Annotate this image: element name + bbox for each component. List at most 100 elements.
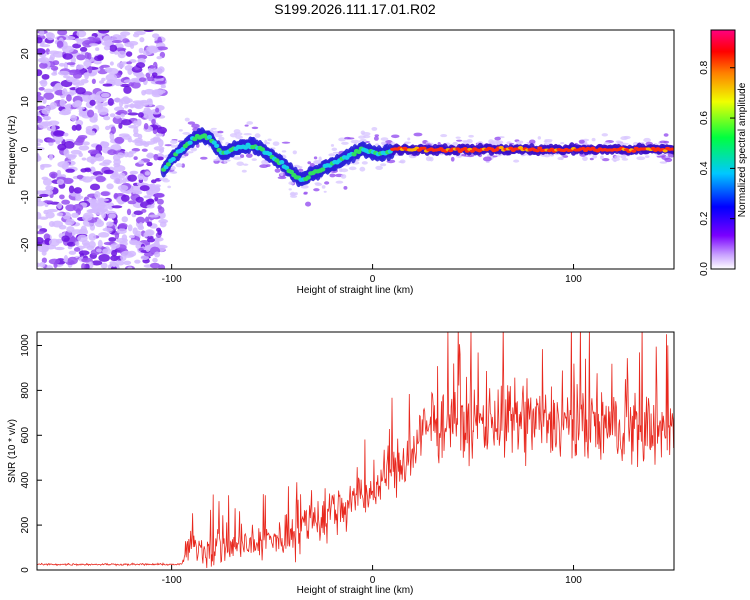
spectrogram-noise-blob — [89, 43, 99, 47]
spectrogram-ridge-core — [267, 151, 273, 157]
spectrogram-noise-blob — [154, 192, 165, 198]
spectrogram-noise-blob — [73, 140, 85, 146]
spectrogram-noise-blob — [120, 254, 127, 262]
spectrogram-scatter-blob — [300, 185, 309, 189]
spectrogram-noise-blob — [146, 237, 156, 243]
spectrogram-noise-blob — [91, 260, 103, 266]
spectrogram-noise-blob — [144, 88, 155, 95]
spectrogram-noise-blob — [78, 250, 90, 256]
spectrogram-noise-blob — [76, 174, 84, 180]
spectrogram-noise-blob — [43, 92, 55, 100]
spectrogram-noise-blob — [133, 210, 144, 216]
spectrogram-noise-blob — [128, 82, 135, 87]
spectrogram-noise-blob — [146, 221, 153, 227]
spectrogram-scatter-blob — [280, 172, 284, 177]
spectrogram-noise-blob — [37, 95, 44, 102]
spectrogram-noise-blob — [56, 169, 62, 176]
chart-title: S199.2026.111.17.01.R02 — [274, 1, 436, 17]
spectrogram-scatter-blob — [305, 201, 312, 207]
colorbar-tick-label: 0.0 — [699, 262, 710, 276]
spectrogram-scatter-blob — [363, 138, 367, 143]
spectrogram-scatter-blob — [267, 138, 272, 142]
spectrogram-noise-blob — [39, 44, 51, 48]
spectrogram-noise-blob — [128, 235, 135, 239]
spectrogram-scatter-blob — [582, 156, 588, 162]
spectrogram-scatter-blob — [375, 143, 379, 146]
spectrogram-noise-blob — [96, 218, 102, 225]
spectrogram-scatter-blob — [516, 140, 522, 146]
spectrogram-noise-blob — [110, 243, 121, 249]
spectrogram-noise-blob — [83, 72, 90, 77]
spectrogram-noise-blob — [150, 179, 157, 184]
spectrogram-noise-blob — [74, 100, 83, 107]
spectrogram-noise-blob — [146, 198, 155, 205]
spectrogram-ridge-core — [288, 169, 294, 175]
spectrogram-noise-blob — [74, 38, 82, 42]
spectrogram-noise-blob — [48, 238, 60, 247]
spectrogram-noise-blob — [66, 94, 72, 102]
spectrogram-ridge-core — [165, 162, 172, 167]
colorbar-tick-label: 0.4 — [699, 161, 710, 175]
spectrogram-scatter-blob — [187, 121, 196, 125]
colorbar: 0.0 0.2 0.4 0.6 0.8 Normalized spectral ampl… — [699, 29, 748, 276]
spectrogram-scatter-blob — [323, 190, 327, 193]
spectrogram-noise-blob — [84, 51, 90, 59]
spectrogram-scatter-blob — [159, 177, 169, 181]
spectrogram-noise-blob — [50, 65, 59, 71]
snr-series-line — [37, 332, 674, 569]
spectrogram-scatter-blob — [562, 155, 569, 158]
spectrogram-noise-blob — [76, 54, 86, 61]
spectrogram-noise-blob — [97, 239, 103, 248]
spectrogram-ridge-core — [170, 156, 176, 162]
spectrogram-noise-blob — [148, 46, 159, 54]
spectrogram-y-tick-label: -10 — [20, 190, 31, 205]
spectrogram-noise-blob — [92, 37, 101, 42]
spectrogram-scatter-blob — [190, 147, 198, 152]
spectrogram-noise-blob — [102, 83, 113, 87]
spectrogram-noise-blob — [115, 260, 125, 266]
spectrogram-noise-blob — [141, 148, 148, 152]
spectrogram-scatter-blob — [537, 136, 542, 140]
spectrogram-scatter-blob — [307, 161, 312, 165]
spectrogram-noise-blob — [75, 65, 84, 70]
spectrogram-scatter-blob — [274, 168, 281, 173]
spectrogram-noise-blob — [102, 227, 113, 232]
spectrogram-noise-blob — [114, 136, 125, 144]
spectrogram-noise-blob — [129, 170, 139, 175]
spectrogram-noise-blob — [76, 136, 86, 141]
spectrogram-scatter-blob — [292, 150, 297, 155]
spectrogram-noise-blob — [65, 168, 75, 173]
spectrogram-noise-blob — [143, 113, 154, 120]
spectrogram-noise-blob — [38, 86, 45, 91]
snr-y-tick-label: 400 — [20, 471, 31, 488]
spectrogram-noise-blob — [95, 98, 101, 106]
spectrogram-y-tick-label: 20 — [20, 48, 31, 60]
spectrogram-noise-blob — [129, 239, 138, 245]
spectrogram-noise-blob — [63, 255, 69, 263]
spectrogram-noise-blob — [154, 184, 161, 188]
snr-y-tick-label: 600 — [20, 427, 31, 444]
spectrogram-scatter-blob — [170, 139, 178, 144]
spectrogram-noise-blob — [57, 70, 70, 76]
spectrogram-noise-blob — [111, 205, 123, 209]
spectrogram-noise-blob — [66, 62, 76, 66]
spectrogram-noise-blob — [157, 204, 162, 210]
colorbar-tick-label: 0.2 — [699, 211, 710, 225]
spectrogram-noise-blob — [76, 30, 87, 38]
spectrogram-noise-blob — [72, 71, 83, 79]
spectrogram-ridge-core — [462, 147, 468, 151]
spectrogram-noise-blob — [123, 260, 132, 265]
spectrogram-noise-blob — [75, 241, 80, 247]
spectrogram-noise-blob — [110, 255, 119, 262]
spectrogram-noise-blob — [61, 88, 68, 96]
spectrogram-noise-blob — [135, 196, 144, 203]
spectrogram-noise-blob — [155, 107, 160, 113]
spectrogram-scatter-blob — [440, 133, 448, 138]
spectrogram-scatter-blob — [170, 144, 176, 148]
spectrogram-noise-blob — [72, 43, 82, 49]
spectrogram-scatter-blob — [281, 141, 291, 144]
spectrogram-noise-blob — [39, 30, 45, 37]
spectrogram-noise-blob — [148, 65, 156, 69]
spectrogram-noise-blob — [137, 112, 144, 118]
spectrogram-noise-blob — [132, 33, 140, 38]
